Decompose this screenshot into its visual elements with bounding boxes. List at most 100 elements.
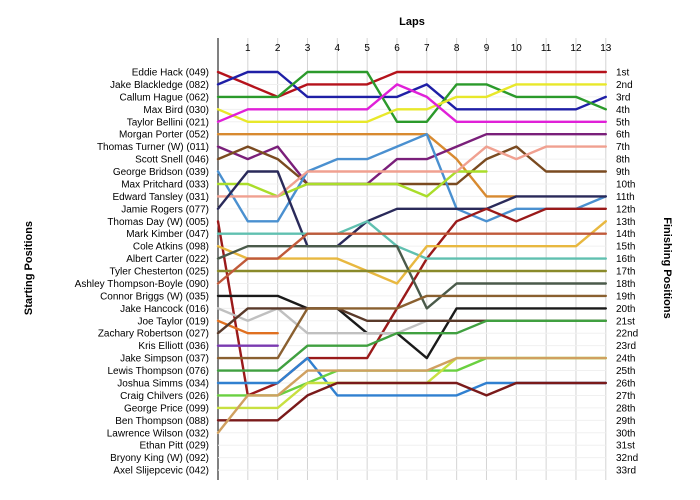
finishing-label: 2nd xyxy=(616,80,633,91)
finishing-label: 19th xyxy=(616,291,635,302)
driver-label: Mark Kimber (047) xyxy=(126,229,209,240)
driver-label: Eddie Hack (049) xyxy=(132,68,209,79)
series-line xyxy=(216,132,607,186)
finishing-label: 20th xyxy=(616,304,635,315)
finishing-label: 9th xyxy=(616,167,630,178)
driver-label: Craig Chilvers (026) xyxy=(120,391,209,402)
x-tick-label: 4 xyxy=(335,43,341,54)
driver-label: Jake Simpson (037) xyxy=(120,354,209,365)
series-line xyxy=(216,294,607,360)
series-line xyxy=(216,244,607,310)
finishing-label: 7th xyxy=(616,142,630,153)
driver-label: Ben Thompson (088) xyxy=(115,416,209,427)
finishing-label: 31st xyxy=(616,441,635,452)
finishing-label: 27th xyxy=(616,391,635,402)
driver-label: Tyler Chesterton (025) xyxy=(110,267,210,278)
series-line xyxy=(216,70,607,99)
series-line xyxy=(216,356,607,397)
series-line xyxy=(216,70,607,124)
driver-label: Taylor Bellini (021) xyxy=(127,117,209,128)
x-tick-label: 7 xyxy=(424,43,430,54)
y-axis-label-right: Finishing Positions xyxy=(661,217,673,318)
x-tick-label: 12 xyxy=(570,43,582,54)
finishing-label: 16th xyxy=(616,254,635,265)
driver-label: Max Pritchard (033) xyxy=(121,179,209,190)
finishing-label: 24th xyxy=(616,354,635,365)
finishing-label: 5th xyxy=(616,117,630,128)
y-axis-label-left: Starting Positions xyxy=(23,221,35,315)
series-line xyxy=(216,294,607,360)
finishing-label: 32nd xyxy=(616,453,638,464)
finishing-label: 22nd xyxy=(616,329,638,340)
series-line xyxy=(216,145,607,198)
x-tick-labels: 1 2 3 4 5 6 7 8 9 10 11 12 13 xyxy=(245,43,612,54)
driver-label: Jamie Rogers (077) xyxy=(121,204,209,215)
driver-label: Joshua Simms (034) xyxy=(117,379,209,390)
series-line xyxy=(216,83,607,124)
driver-label: Connor Briggs (W) (035) xyxy=(100,291,209,302)
finishing-label: 17th xyxy=(616,267,635,278)
finishing-label: 6th xyxy=(616,130,630,141)
driver-label: Edward Tansley (031) xyxy=(112,192,209,203)
series-line xyxy=(216,145,607,186)
x-tick-label: 10 xyxy=(511,43,523,54)
driver-label: George Bridson (039) xyxy=(113,167,209,178)
finishing-label: 30th xyxy=(616,428,635,439)
series-line xyxy=(216,356,607,397)
series-line xyxy=(216,232,607,285)
driver-label: Thomas Turner (W) (011) xyxy=(97,142,209,153)
finishing-label: 3rd xyxy=(616,92,630,103)
x-tick-label: 8 xyxy=(454,43,460,54)
x-tick-label: 2 xyxy=(275,43,281,54)
x-tick-label: 1 xyxy=(245,43,251,54)
series-line xyxy=(216,319,607,372)
driver-label: Thomas Day (W) (005) xyxy=(107,217,209,228)
series-line xyxy=(216,83,607,124)
x-tick-label: 6 xyxy=(394,43,400,54)
finishing-label: 14th xyxy=(616,229,635,240)
x-tick-label: 3 xyxy=(305,43,311,54)
x-tick-label: 5 xyxy=(364,43,370,54)
series-line xyxy=(216,170,488,198)
finishing-label: 18th xyxy=(616,279,635,290)
series-lines xyxy=(216,70,607,434)
driver-label: Bryony King (W) (092) xyxy=(110,453,209,464)
finishing-label: 21st xyxy=(616,316,635,327)
driver-label: George Price (099) xyxy=(124,403,209,414)
x-tick-label: 11 xyxy=(541,43,552,54)
finishing-label: 23rd xyxy=(616,341,636,352)
driver-label: Joe Taylor (019) xyxy=(137,316,209,327)
finishing-label: 11th xyxy=(616,192,635,203)
x-tick-label: 13 xyxy=(600,43,612,54)
series-line xyxy=(216,356,607,434)
series-line xyxy=(216,381,607,422)
finishing-label: 26th xyxy=(616,379,635,390)
finishing-label: 28th xyxy=(616,403,635,414)
driver-label: Lewis Thompson (076) xyxy=(107,366,209,377)
driver-label: Scott Snell (046) xyxy=(135,155,209,166)
driver-label: Kris Elliott (036) xyxy=(138,341,209,352)
finishing-label: 8th xyxy=(616,155,630,166)
driver-label: Callum Hague (062) xyxy=(120,92,210,103)
finishing-label: 13th xyxy=(616,217,635,228)
finishing-label: 33rd xyxy=(616,466,636,477)
finishing-label: 12th xyxy=(616,204,635,215)
series-line xyxy=(216,132,607,223)
driver-label: Lawrence Wilson (032) xyxy=(107,428,209,439)
driver-label: Jake Hancock (016) xyxy=(120,304,209,315)
series-line xyxy=(216,220,607,260)
finishing-label: 25th xyxy=(616,366,635,377)
series-line xyxy=(216,220,607,285)
driver-label: Cole Atkins (098) xyxy=(133,242,209,253)
finishing-label: 15th xyxy=(616,242,635,253)
x-tick-label: 9 xyxy=(484,43,490,54)
series-line xyxy=(216,170,607,248)
finishing-label: 1st xyxy=(616,68,630,79)
driver-label: Axel Slijepcevic (042) xyxy=(113,466,209,477)
starting-position-labels: Eddie Hack (049)Jake Blackledge (082)Cal… xyxy=(75,68,209,477)
driver-label: Ashley Thompson-Boyle (090) xyxy=(75,279,209,290)
finishing-label: 10th xyxy=(616,179,635,190)
